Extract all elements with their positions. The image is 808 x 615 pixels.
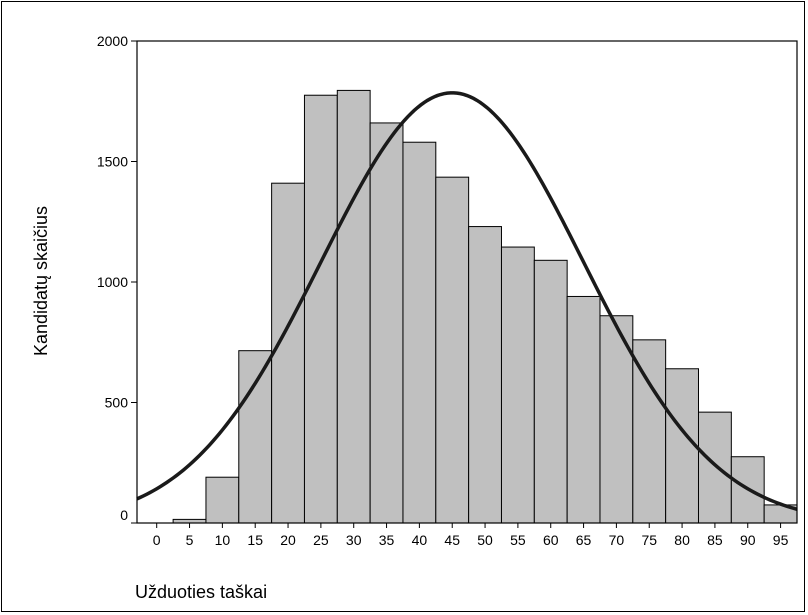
x-tick-label: 85 [707,532,723,548]
x-tick-label: 25 [313,532,329,548]
bars-group [172,89,798,524]
histogram-bar [566,295,601,524]
x-tick-label: 35 [379,532,395,548]
y-tick-label: 1500 [97,154,128,170]
x-tick-label: 70 [609,532,625,548]
x-tick-label: 75 [641,532,657,548]
histogram-bar [336,89,371,524]
normal-curve [136,91,798,511]
x-tick-label: 80 [674,532,690,548]
x-tick-label: 95 [773,532,789,548]
x-tick-label: 40 [412,532,428,548]
x-axis-label: Užduoties taškai [135,582,267,602]
histogram-bar [238,350,273,524]
histogram-bar [369,122,404,524]
histogram-bar [468,226,502,524]
histogram-bar [402,141,437,524]
histogram-bar [697,411,732,524]
histogram-bar [205,476,240,524]
y-tick-label: 0 [120,507,128,523]
x-tick-label: 0 [153,532,161,548]
y-axis-label: Kandidatų skaičius [31,206,51,356]
histogram-bar [435,176,470,524]
x-tick-label: 30 [346,532,362,548]
y-tick-label: 2000 [97,33,128,49]
axes-group: 0 500 1000 1500 2000 0 5 10 15 20 25 30 35 40 45 50 55 60… [97,33,798,548]
x-tick-label: 65 [576,532,592,548]
x-tick-label: 55 [510,532,526,548]
x-tick-label: 50 [477,532,493,548]
x-tick-label: 60 [543,532,559,548]
y-tick-label: 500 [105,395,129,411]
x-tick-label: 5 [186,532,194,548]
histogram-bar [303,94,338,524]
x-tick-label: 90 [740,532,756,548]
x-tick-label: 15 [247,532,263,548]
histogram-bar [500,246,535,524]
histogram-bar [533,259,568,524]
x-tick-label: 10 [215,532,231,548]
x-tick-label: 20 [280,532,296,548]
x-tick-label: 45 [444,532,460,548]
y-tick-label: 1000 [97,274,128,290]
histogram-bar [271,182,305,524]
